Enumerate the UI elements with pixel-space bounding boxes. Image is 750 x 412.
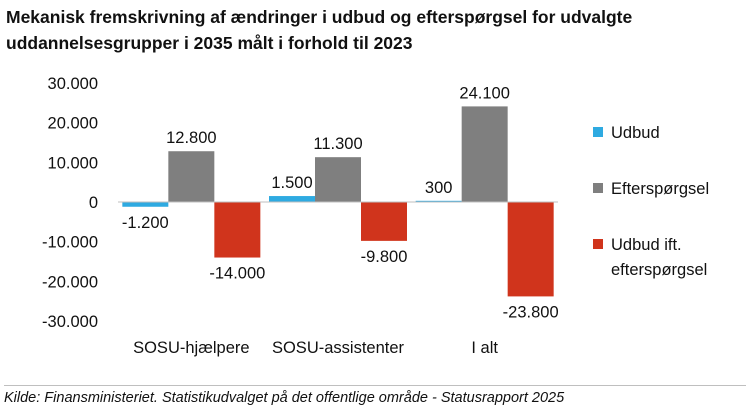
data-label: 1.500 <box>271 174 312 192</box>
category-label: SOSU-assistenter <box>272 339 405 357</box>
category-label: SOSU-hjælpere <box>133 339 249 357</box>
value-labels: -1.200 1.500 300 12.800 11.300 24.100 -14.000 -… <box>122 84 559 321</box>
bar-2-2 <box>315 157 361 202</box>
y-tick-label: 10.000 <box>48 154 98 172</box>
bar-3-1 <box>214 202 261 258</box>
category-label: I alt <box>471 339 498 357</box>
source-note: Kilde: Finansministeriet. Statistikudval… <box>4 385 746 406</box>
x-axis: SOSU-hjælpere SOSU-assistenter I alt <box>118 201 558 357</box>
data-label: -14.000 <box>209 265 265 283</box>
bar-1-2 <box>269 196 315 202</box>
y-tick-label: 30.000 <box>48 75 98 93</box>
bar-1-1 <box>122 202 169 207</box>
legend-label: Udbud ift. efterspørgsel <box>611 236 707 279</box>
bar-3-2 <box>361 202 407 241</box>
y-tick-label: -30.000 <box>42 313 98 331</box>
data-label: -1.200 <box>122 214 169 232</box>
data-label: 12.800 <box>166 129 216 147</box>
legend-swatch <box>593 239 603 249</box>
data-label: 300 <box>425 179 453 197</box>
y-axis: 30.000 20.000 10.000 0 -10.000 -20.000 -30.000 <box>42 75 98 331</box>
y-tick-label: -20.000 <box>42 273 98 291</box>
chart-title: Mekanisk fremskrivning af ændringer i ud… <box>6 7 633 53</box>
legend-label: Efterspørgsel <box>611 180 709 198</box>
bars <box>122 106 554 297</box>
data-label: -23.800 <box>503 303 559 321</box>
y-tick-label: -10.000 <box>42 234 98 252</box>
legend: Udbud Efterspørgsel Udbud ift. efterspørgse… <box>593 124 709 279</box>
y-tick-label: 20.000 <box>48 115 98 133</box>
data-label: -9.800 <box>361 248 408 266</box>
bar-3-3 <box>507 202 554 297</box>
data-label: 11.300 <box>313 135 362 153</box>
data-label: 24.100 <box>459 84 509 102</box>
legend-label: Udbud <box>611 124 660 142</box>
legend-swatch <box>593 127 603 137</box>
bar-2-1 <box>168 151 215 202</box>
bar-2-3 <box>461 106 508 202</box>
legend-swatch <box>593 183 603 193</box>
y-tick-label: 0 <box>89 194 98 212</box>
